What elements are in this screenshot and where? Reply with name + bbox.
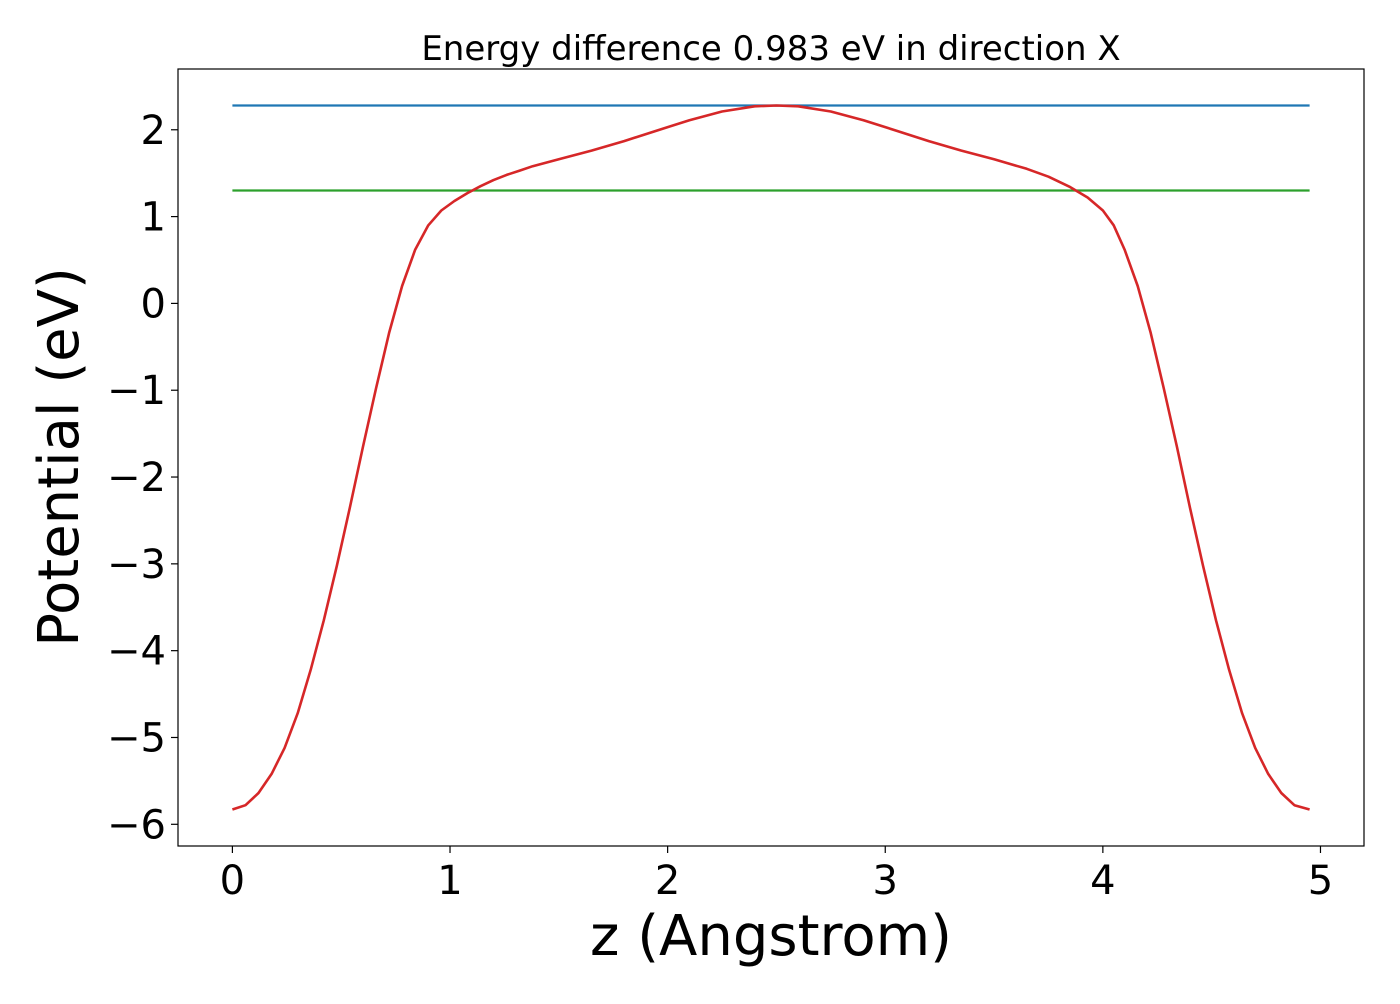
series-line-3 [231,104,1310,811]
x-axis-label: z (Angstrom) [590,904,952,969]
y-tick-label: −5 [107,715,166,761]
x-tick-label: 2 [655,858,680,904]
y-tick-label: 1 [141,195,166,241]
x-tick-label: 0 [220,858,245,904]
x-tick-label: 3 [873,858,898,904]
x-tick-label: 4 [1090,858,1115,904]
plot-frame [177,68,1365,847]
y-tick-label: −3 [107,542,166,588]
y-tick-label: 0 [141,281,166,327]
y-tick-label: −2 [107,455,166,501]
y-axis-label: Potential (eV) [27,267,92,647]
y-tick-label: 2 [141,108,166,154]
chart-title: Energy difference 0.983 eV in direction … [421,29,1120,69]
x-tick-label: 1 [437,858,462,904]
y-tick-label: −4 [107,629,166,675]
plot-area: 0 1 2 3 4 5 2 1 0 −1 −2 −3 −4 −5 −6 [107,68,1365,904]
y-tick-label: −6 [107,802,166,848]
y-tick-label: −1 [107,368,166,414]
x-tick-label: 5 [1308,858,1333,904]
